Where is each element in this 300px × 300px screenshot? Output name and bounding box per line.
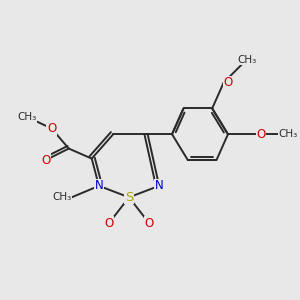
Text: O: O: [47, 122, 56, 135]
Text: CH₃: CH₃: [18, 112, 37, 122]
Text: CH₃: CH₃: [52, 192, 72, 202]
Text: N: N: [155, 179, 164, 192]
Text: O: O: [256, 128, 266, 141]
Text: O: O: [145, 217, 154, 230]
Text: S: S: [125, 191, 133, 204]
Text: O: O: [41, 154, 50, 166]
Text: CH₃: CH₃: [237, 55, 256, 65]
Text: N: N: [94, 179, 103, 192]
Text: O: O: [224, 76, 233, 89]
Text: O: O: [104, 217, 114, 230]
Text: CH₃: CH₃: [278, 129, 297, 139]
